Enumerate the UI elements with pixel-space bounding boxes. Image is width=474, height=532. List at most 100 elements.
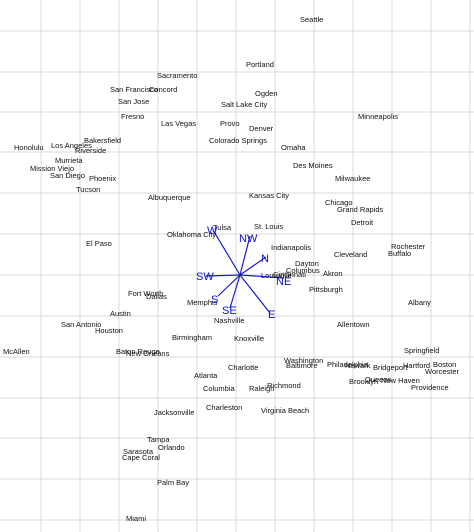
- ray-nw: [239, 235, 251, 276]
- city-label-buffalo: Buffalo: [388, 249, 411, 258]
- city-label-kansas-city: Kansas City: [249, 191, 289, 200]
- city-label-murrieta: Murrieta: [55, 156, 83, 165]
- city-label-san-diego: San Diego: [50, 171, 85, 180]
- ray-e: [239, 274, 271, 314]
- city-label-cape-coral: Cape Coral: [122, 453, 160, 462]
- direction-labels: W NWN NE E SE S SW: [196, 225, 291, 321]
- city-label-san-antonio: San Antonio: [61, 320, 101, 329]
- city-label-albany: Albany: [408, 298, 431, 307]
- city-label-new-haven: New Haven: [381, 376, 420, 385]
- city-label-fresno: Fresno: [121, 112, 144, 121]
- city-label-pittsburgh: Pittsburgh: [309, 285, 343, 294]
- city-label-dayton: Dayton: [295, 259, 319, 268]
- city-label-orlando: Orlando: [158, 443, 185, 452]
- city-label-phoenix: Phoenix: [89, 174, 116, 183]
- city-label-richmond: Richmond: [267, 381, 301, 390]
- city-label-nashville: Nashville: [214, 316, 244, 325]
- city-label-atlanta: Atlanta: [194, 371, 218, 380]
- city-label-mcallen: McAllen: [3, 347, 30, 356]
- direction-label-ne: NE: [276, 276, 291, 288]
- direction-label-s: S: [211, 294, 218, 306]
- city-label-tampa: Tampa: [147, 435, 170, 444]
- city-label-bakersfield: Bakersfield: [84, 136, 121, 145]
- city-label-mission-viejo: Mission Viejo: [30, 164, 74, 173]
- city-label-minneapolis: Minneapolis: [358, 112, 398, 121]
- city-label-newark: Newark: [345, 361, 371, 370]
- city-label-omaha: Omaha: [281, 143, 306, 152]
- city-label-cincinnati: Cincinnati: [273, 270, 306, 279]
- city-label-miami: Miami: [126, 514, 146, 523]
- city-label-cleveland: Cleveland: [334, 250, 367, 259]
- city-label-tulsa: Tulsa: [213, 223, 232, 232]
- city-label-st-louis: St. Louis: [254, 222, 283, 231]
- city-label-colorado-springs: Colorado Springs: [209, 136, 267, 145]
- city-label-detroit: Detroit: [351, 218, 374, 227]
- city-label-tucson: Tucson: [76, 185, 100, 194]
- city-label-baltimore: Baltimore: [286, 361, 318, 370]
- ray-n: [239, 256, 267, 276]
- city-label-queens: Queens: [365, 375, 392, 384]
- city-label-milwaukee: Milwaukee: [335, 174, 370, 183]
- city-label-memphis: Memphis: [187, 298, 218, 307]
- city-label-rochester: Rochester: [391, 242, 426, 251]
- city-label-louisville: Louisville: [261, 271, 292, 280]
- city-label-sacramento: Sacramento: [157, 71, 197, 80]
- direction-label-n: N: [261, 253, 269, 265]
- direction-rays: [205, 229, 285, 314]
- city-label-austin: Austin: [110, 309, 131, 318]
- ray-s: [217, 274, 241, 297]
- city-label-san-jose: San Jose: [118, 97, 149, 106]
- city-label-provo: Provo: [220, 119, 240, 128]
- city-label-philadelphia: Philadelphia: [327, 360, 369, 369]
- city-label-salt-lake-city: Salt Lake City: [221, 100, 268, 109]
- city-label-washington: Washington: [284, 356, 323, 365]
- city-label-birmingham: Birmingham: [172, 333, 212, 342]
- city-label-columbus: Columbus: [286, 266, 320, 275]
- city-label-new-orleans: New Orleans: [126, 349, 170, 358]
- city-label-el-paso: El Paso: [86, 239, 112, 248]
- city-label-providence: Providence: [411, 383, 449, 392]
- city-label-albuquerque: Albuquerque: [148, 193, 191, 202]
- city-label-worcester: Worcester: [425, 367, 460, 376]
- city-label-baton-rouge: Baton Rouge: [116, 347, 160, 356]
- city-label-charlotte: Charlotte: [228, 363, 258, 372]
- city-label-springfield: Springfield: [404, 346, 439, 355]
- city-label-allentown: Allentown: [337, 320, 370, 329]
- city-label-riverside: Riverside: [75, 146, 106, 155]
- city-label-brooklyn: Brooklyn: [349, 377, 378, 386]
- direction-label-sw: SW: [196, 271, 214, 283]
- city-label-los-angeles: Los Angeles: [51, 141, 92, 150]
- city-label-virginia-beach: Virginia Beach: [261, 406, 309, 415]
- city-label-chicago: Chicago: [325, 198, 353, 207]
- city-label-ogden: Ogden: [255, 89, 278, 98]
- city-label-oklahoma-city: Oklahoma City: [167, 230, 216, 239]
- city-label-knoxville: Knoxville: [234, 334, 264, 343]
- city-label-houston: Houston: [95, 326, 123, 335]
- city-label-bridgeport: Bridgeport: [373, 363, 409, 372]
- city-label-fort-worth: Fort Worth: [128, 289, 163, 298]
- city-label-portland: Portland: [246, 60, 274, 69]
- city-label-jacksonville: Jacksonville: [154, 408, 194, 417]
- direction-label-nw: NW: [239, 233, 258, 245]
- city-label-seattle: Seattle: [300, 15, 323, 24]
- city-label-charleston: Charleston: [206, 403, 242, 412]
- ray-w: [212, 229, 241, 276]
- city-label-grand-rapids: Grand Rapids: [337, 205, 384, 214]
- city-label-las-vegas: Las Vegas: [161, 119, 196, 128]
- direction-label-se: SE: [222, 305, 237, 317]
- city-label-sarasota: Sarasota: [123, 447, 154, 456]
- city-label-hartford: Hartford: [403, 361, 430, 370]
- city-label-akron: Akron: [323, 269, 343, 278]
- ray-ne: [239, 274, 285, 279]
- direction-label-e: E: [268, 309, 275, 321]
- direction-label-w: W: [207, 225, 218, 237]
- city-label-raleigh: Raleigh: [249, 384, 274, 393]
- city-label-boston: Boston: [433, 360, 456, 369]
- city-label-concord: Concord: [149, 85, 177, 94]
- city-label-honolulu: Honolulu: [14, 143, 44, 152]
- ray-sw: [205, 274, 241, 277]
